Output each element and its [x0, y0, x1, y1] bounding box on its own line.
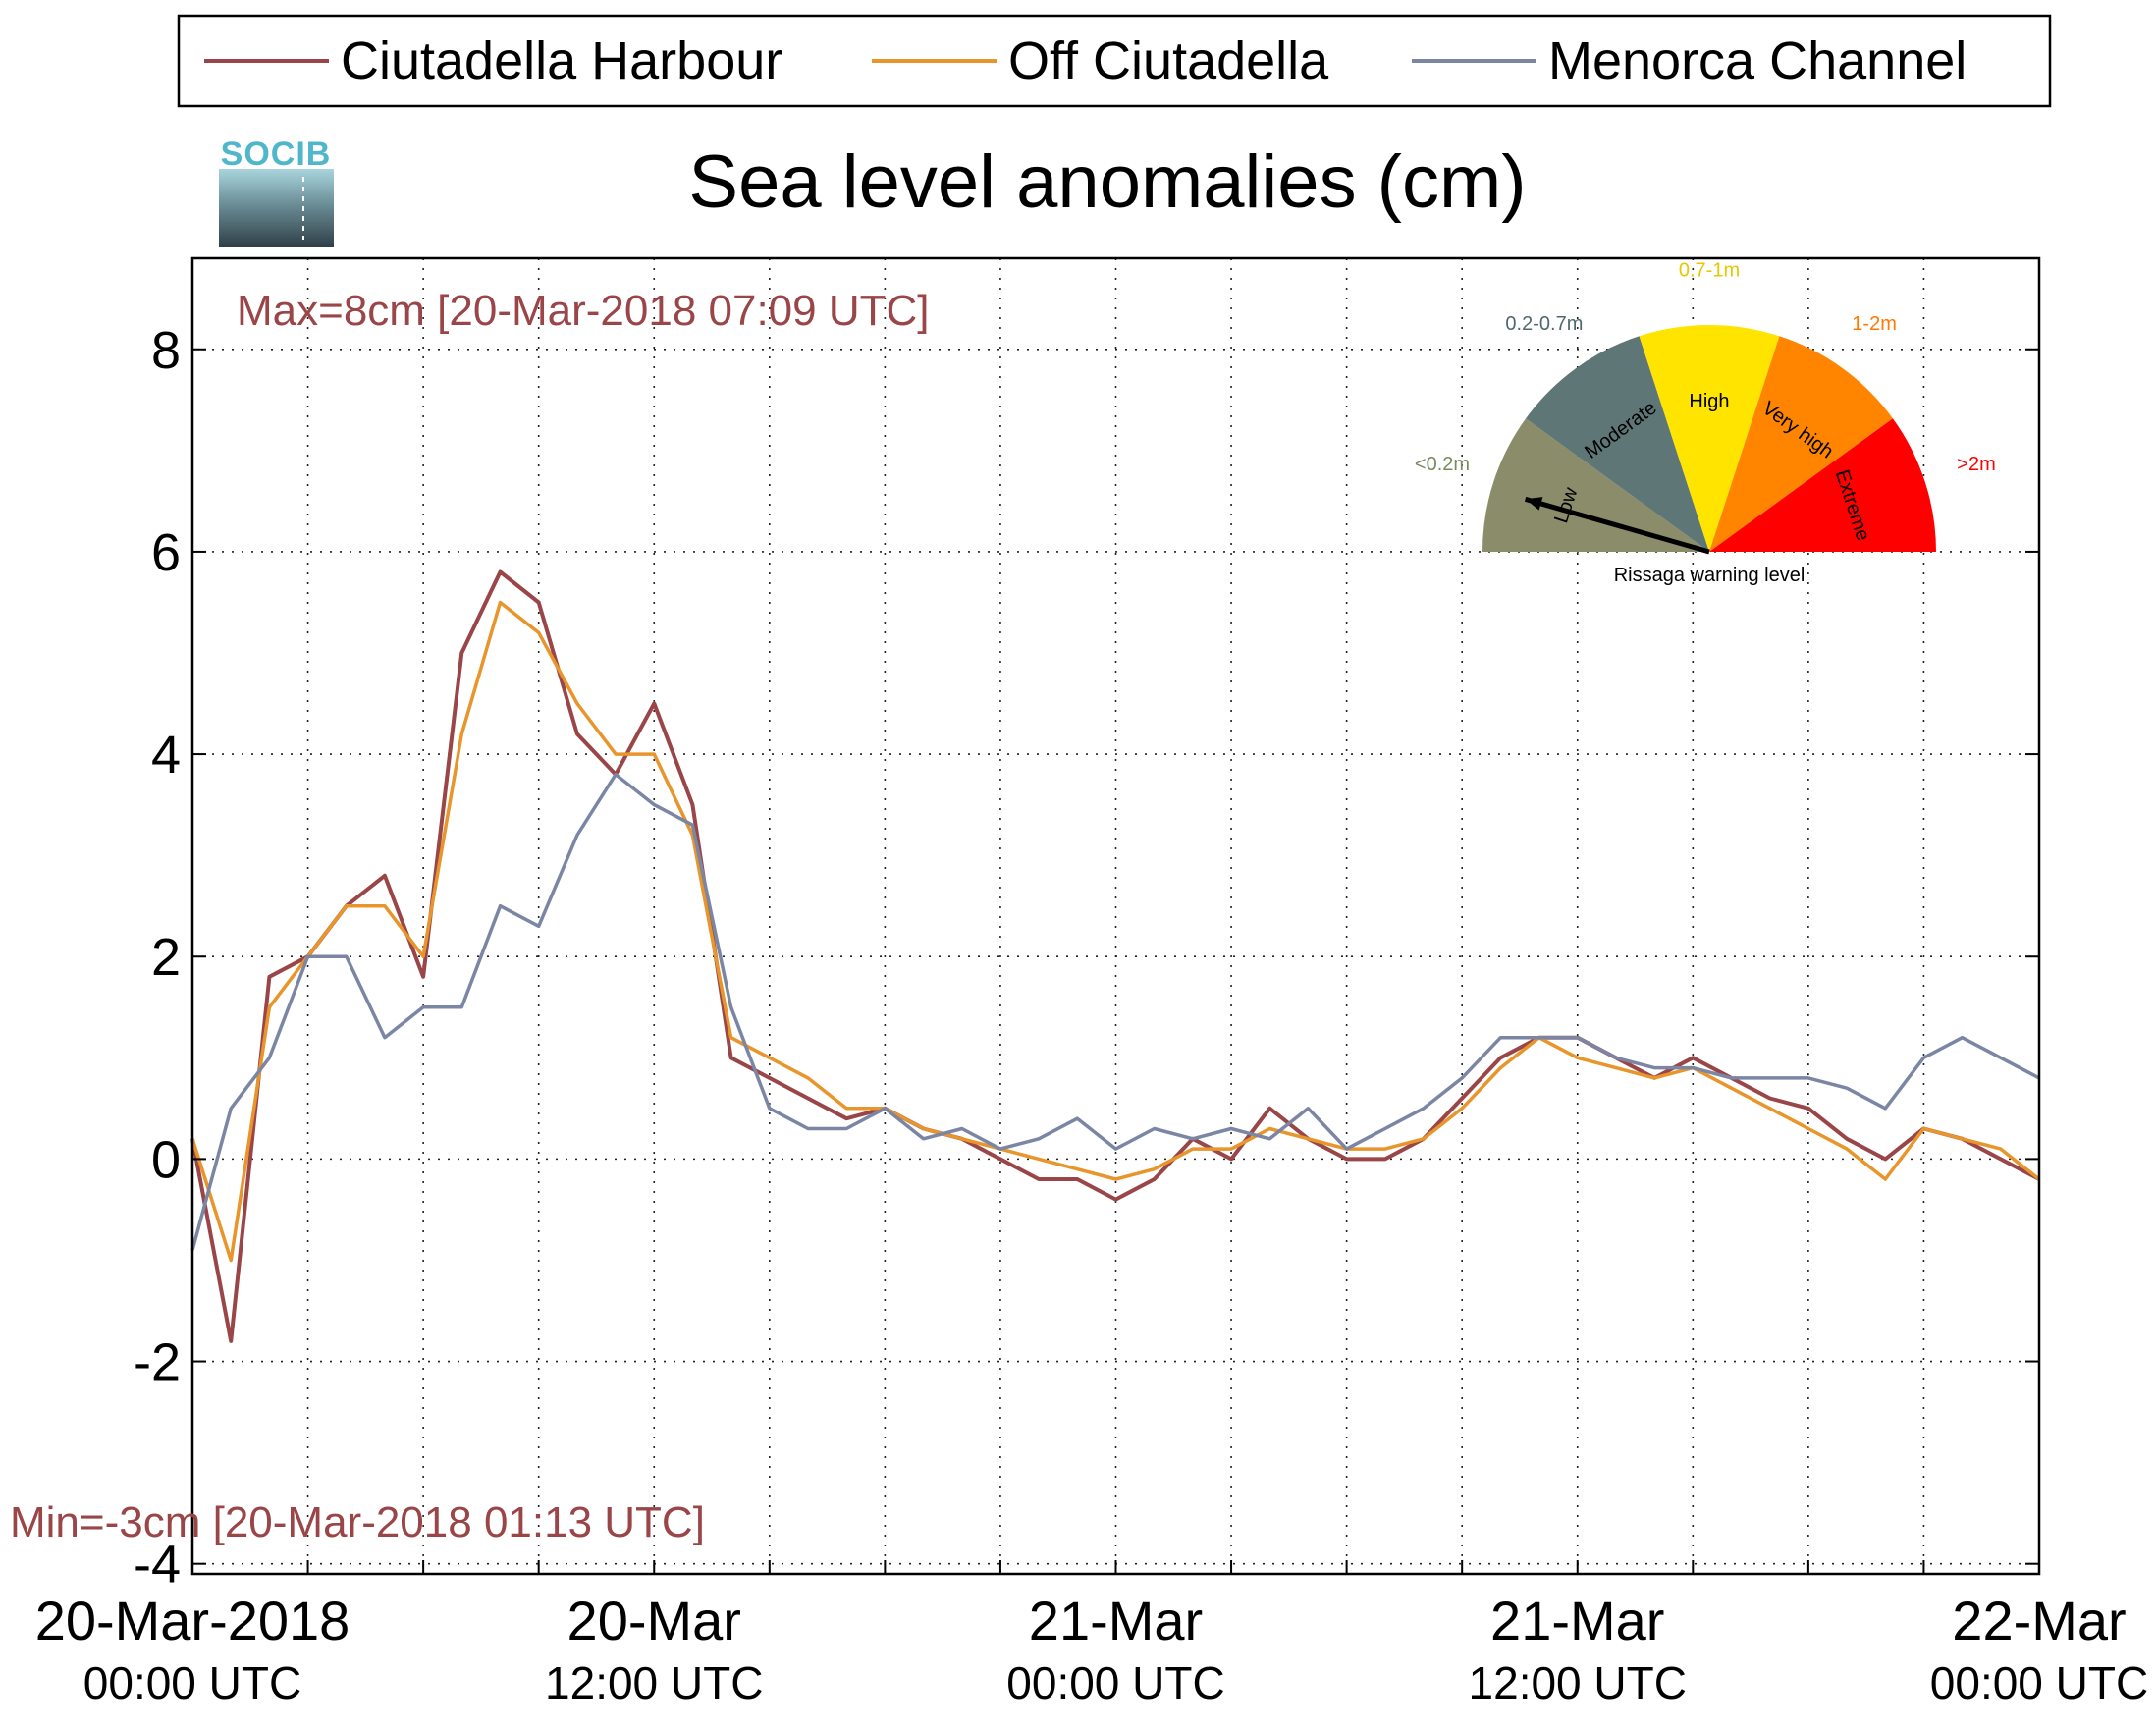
series-line-menorca-channel	[190, 772, 2040, 1251]
max-annotation: Max=8cm [20-Mar-2018 07:09 UTC]	[237, 287, 930, 335]
socib-logo: SOCIB	[219, 136, 334, 247]
gauge-caption: Rissaga warning level	[1614, 565, 1806, 586]
legend-label-off-ciutadella: Off Ciutadella	[1008, 31, 1329, 90]
y-tick-label: 4	[151, 726, 181, 785]
gauge-range-high: 0.7-1m	[1679, 259, 1740, 281]
series-lines	[190, 569, 2041, 1343]
x-tick-label-time: 00:00 UTC	[1006, 1657, 1224, 1708]
y-tick-label: 0	[151, 1130, 181, 1189]
annotations: Max=8cm [20-Mar-2018 07:09 UTC]	[237, 287, 930, 335]
x-tick-label-time: 00:00 UTC	[83, 1657, 301, 1708]
x-tick-label-date: 20-Mar	[567, 1590, 741, 1652]
legend-item-ciutadella-harbour: Ciutadella Harbour	[204, 31, 782, 90]
socib-logo-text: SOCIB	[221, 136, 332, 173]
chart-title: Sea level anomalies (cm)	[688, 140, 1526, 224]
gauge-range-very-high: 1-2m	[1852, 313, 1897, 335]
y-axis: -4 -2 0 2 4 6 8	[134, 321, 2039, 1595]
grid	[192, 258, 2039, 1574]
gauge-segment-extreme	[1709, 418, 1936, 552]
x-tick-label-date: 21-Mar	[1029, 1590, 1203, 1652]
legend-label-ciutadella-harbour: Ciutadella Harbour	[341, 31, 782, 90]
legend-item-off-ciutadella: Off Ciutadella	[872, 31, 1329, 90]
gauge-segment-low	[1482, 418, 1709, 552]
y-tick-label: 8	[151, 321, 181, 380]
y-tick-label: -2	[134, 1333, 181, 1392]
y-tick-label: 6	[151, 523, 181, 582]
gauge-range-low: <0.2m	[1415, 454, 1470, 475]
y-tick-label: -4	[134, 1536, 181, 1595]
legend: Ciutadella Harbour Off Ciutadella Menorc…	[177, 14, 2052, 108]
gauge-needle-head	[1525, 497, 1543, 511]
legend-item-menorca-channel: Menorca Channel	[1412, 31, 1967, 90]
x-tick-label-time: 00:00 UTC	[1930, 1657, 2148, 1708]
legend-label-menorca-channel: Menorca Channel	[1548, 31, 1967, 90]
gauge-needle	[1524, 496, 1710, 555]
gauge-segment-high	[1639, 324, 1780, 552]
socib-logo-block	[219, 169, 334, 247]
min-annotation: Min=-3cm [20-Mar-2018 01:13 UTC]	[10, 1498, 705, 1546]
gauge-range-extreme: >2m	[1957, 454, 1995, 475]
legend-box	[177, 14, 2052, 108]
x-tick-label-date: 20-Mar-2018	[35, 1590, 350, 1652]
series-line-off-ciutadella	[190, 600, 2041, 1263]
gauge-range-moderate: 0.2-0.7m	[1505, 313, 1583, 335]
gauge-segment-moderate	[1526, 336, 1709, 552]
x-tick-label-date: 22-Mar	[1952, 1590, 2126, 1652]
x-tick-label-time: 12:00 UTC	[1469, 1657, 1687, 1708]
y-tick-label: 2	[151, 928, 181, 987]
x-tick-label-date: 21-Mar	[1490, 1590, 1664, 1652]
x-tick-label-time: 12:00 UTC	[545, 1657, 763, 1708]
gauge-segment-very-high	[1709, 336, 1893, 552]
gauge-label-high: High	[1689, 391, 1729, 412]
